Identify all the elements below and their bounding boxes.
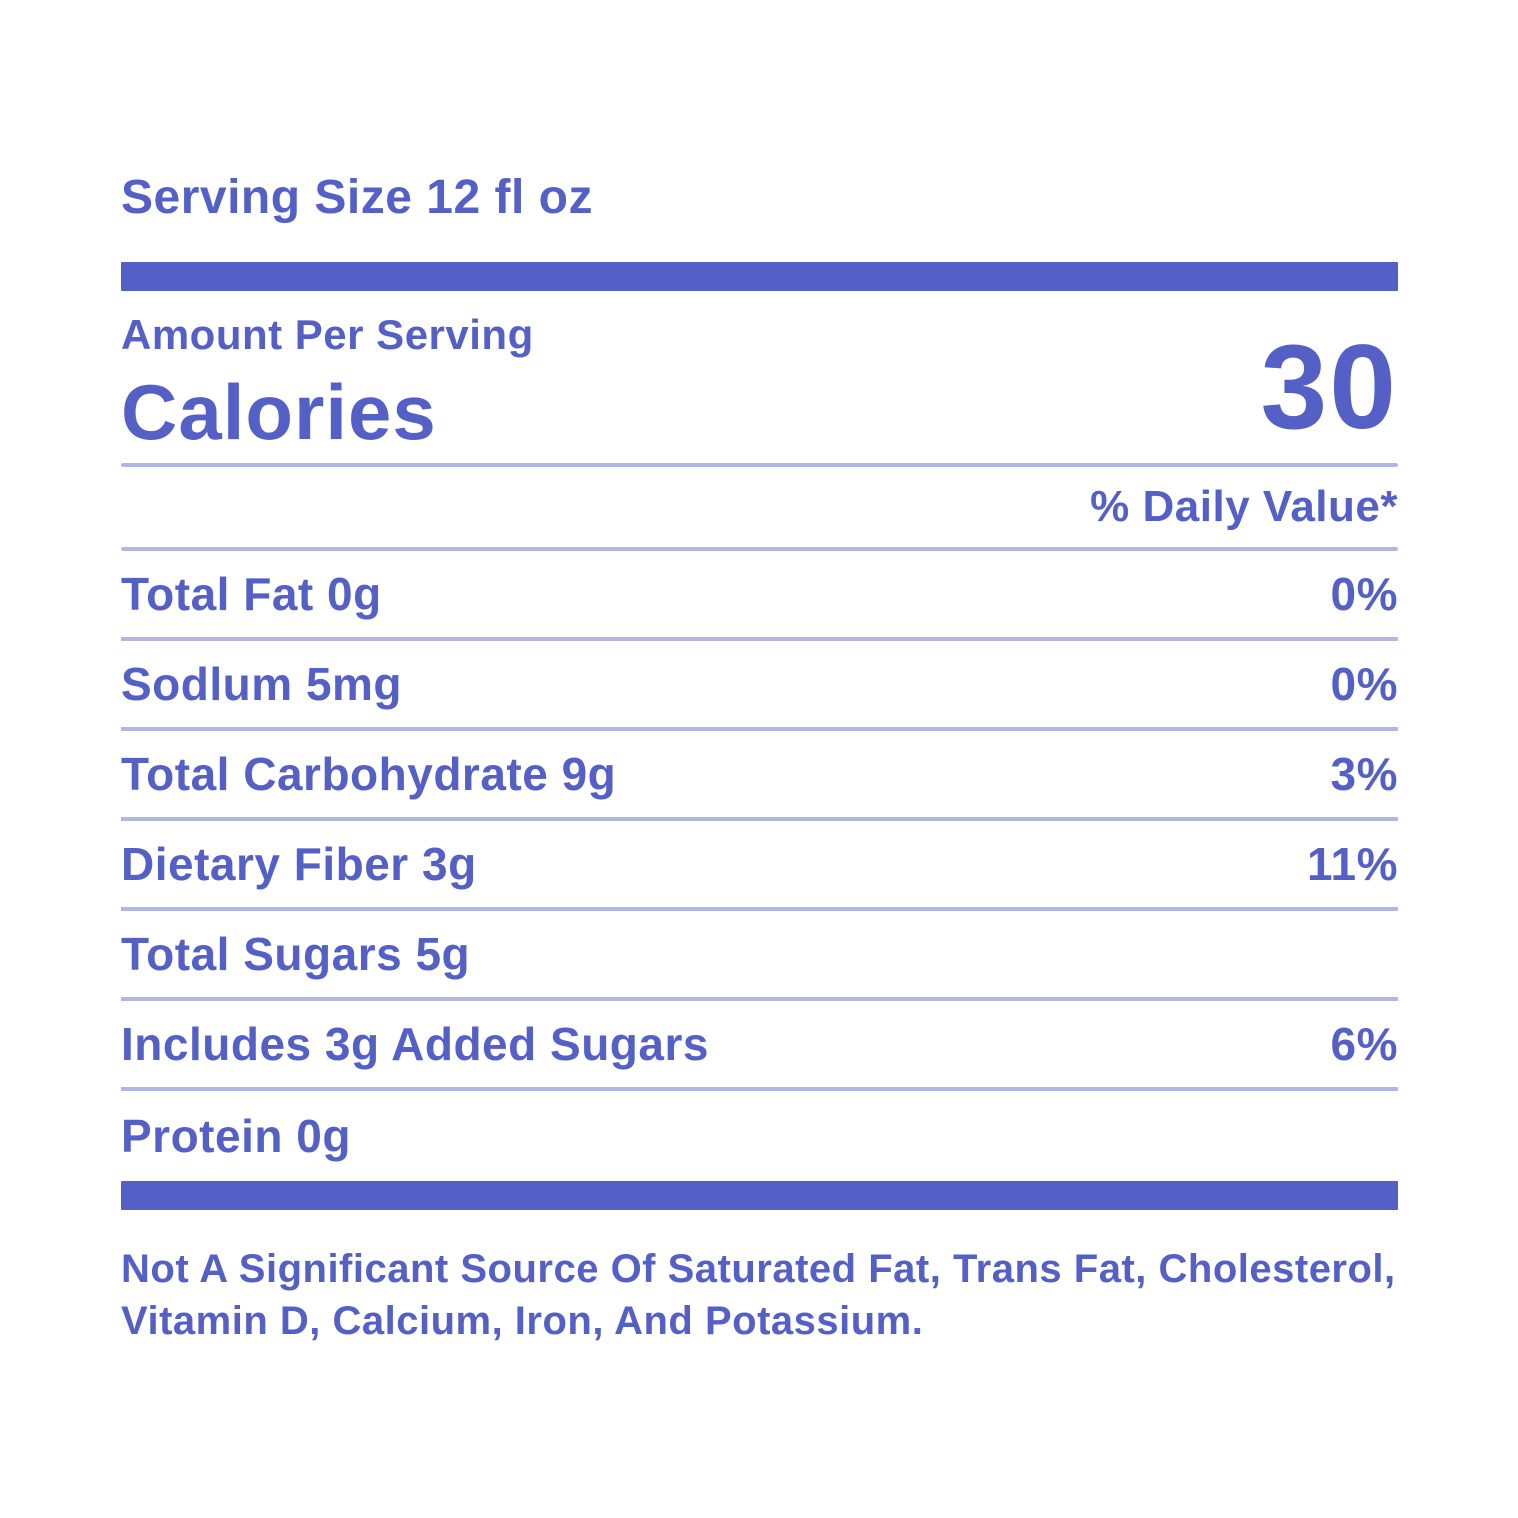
nutrient-value: 3% [1330, 748, 1398, 800]
nutrient-row-total-sugars: Total Sugars 5g [121, 911, 1398, 1001]
divider-line [121, 547, 1398, 551]
amount-per-serving-label: Amount Per Serving [121, 311, 534, 358]
nutrient-row-total-fat: Total Fat 0g 0% [121, 551, 1398, 641]
nutrient-row-total-carbohydrate: Total Carbohydrate 9g 3% [121, 731, 1398, 821]
nutrient-label: Dietary Fiber 3g [121, 838, 477, 890]
nutrient-label: Includes 3g Added Sugars [121, 1018, 709, 1070]
serving-size-text: Serving Size 12 fl oz [121, 171, 593, 224]
divider-line [121, 463, 1398, 467]
nutrient-value: 0% [1330, 568, 1398, 620]
nutrient-value: 11% [1306, 838, 1398, 890]
calories-value: 30 [1260, 320, 1398, 454]
nutrient-label: Total Carbohydrate 9g [121, 748, 617, 800]
separator-bar-bottom [121, 1181, 1398, 1210]
nutrient-row-added-sugars: Includes 3g Added Sugars 6% [121, 1001, 1398, 1091]
nutrient-label: Sodlum 5mg [121, 658, 403, 710]
nutrient-label: Protein 0g [121, 1110, 351, 1162]
daily-value-header: % Daily Value* [1090, 482, 1398, 531]
nutrient-label: Total Sugars 5g [121, 928, 471, 980]
footnote-text: Not A Significant Source Of Saturated Fa… [121, 1243, 1398, 1347]
calories-label: Calories [121, 368, 437, 456]
nutrient-table: Total Fat 0g 0% Sodlum 5mg 0% Total Carb… [121, 551, 1398, 1181]
footnote-line-2: Vitamin D, Calcium, Iron, And Potassium. [121, 1299, 924, 1343]
nutrient-row-protein: Protein 0g [121, 1091, 1398, 1181]
footnote-line-1: Not A Significant Source Of Saturated Fa… [121, 1247, 1396, 1291]
nutrient-label: Total Fat 0g [121, 568, 382, 620]
nutrient-value: 6% [1330, 1018, 1398, 1070]
nutrient-row-dietary-fiber: Dietary Fiber 3g 11% [121, 821, 1398, 911]
nutrient-row-sodium: Sodlum 5mg 0% [121, 641, 1398, 731]
calories-section: Amount Per Serving Calories 30 [121, 311, 1398, 458]
separator-bar-top [121, 262, 1398, 291]
nutrient-value: 0% [1330, 658, 1398, 710]
